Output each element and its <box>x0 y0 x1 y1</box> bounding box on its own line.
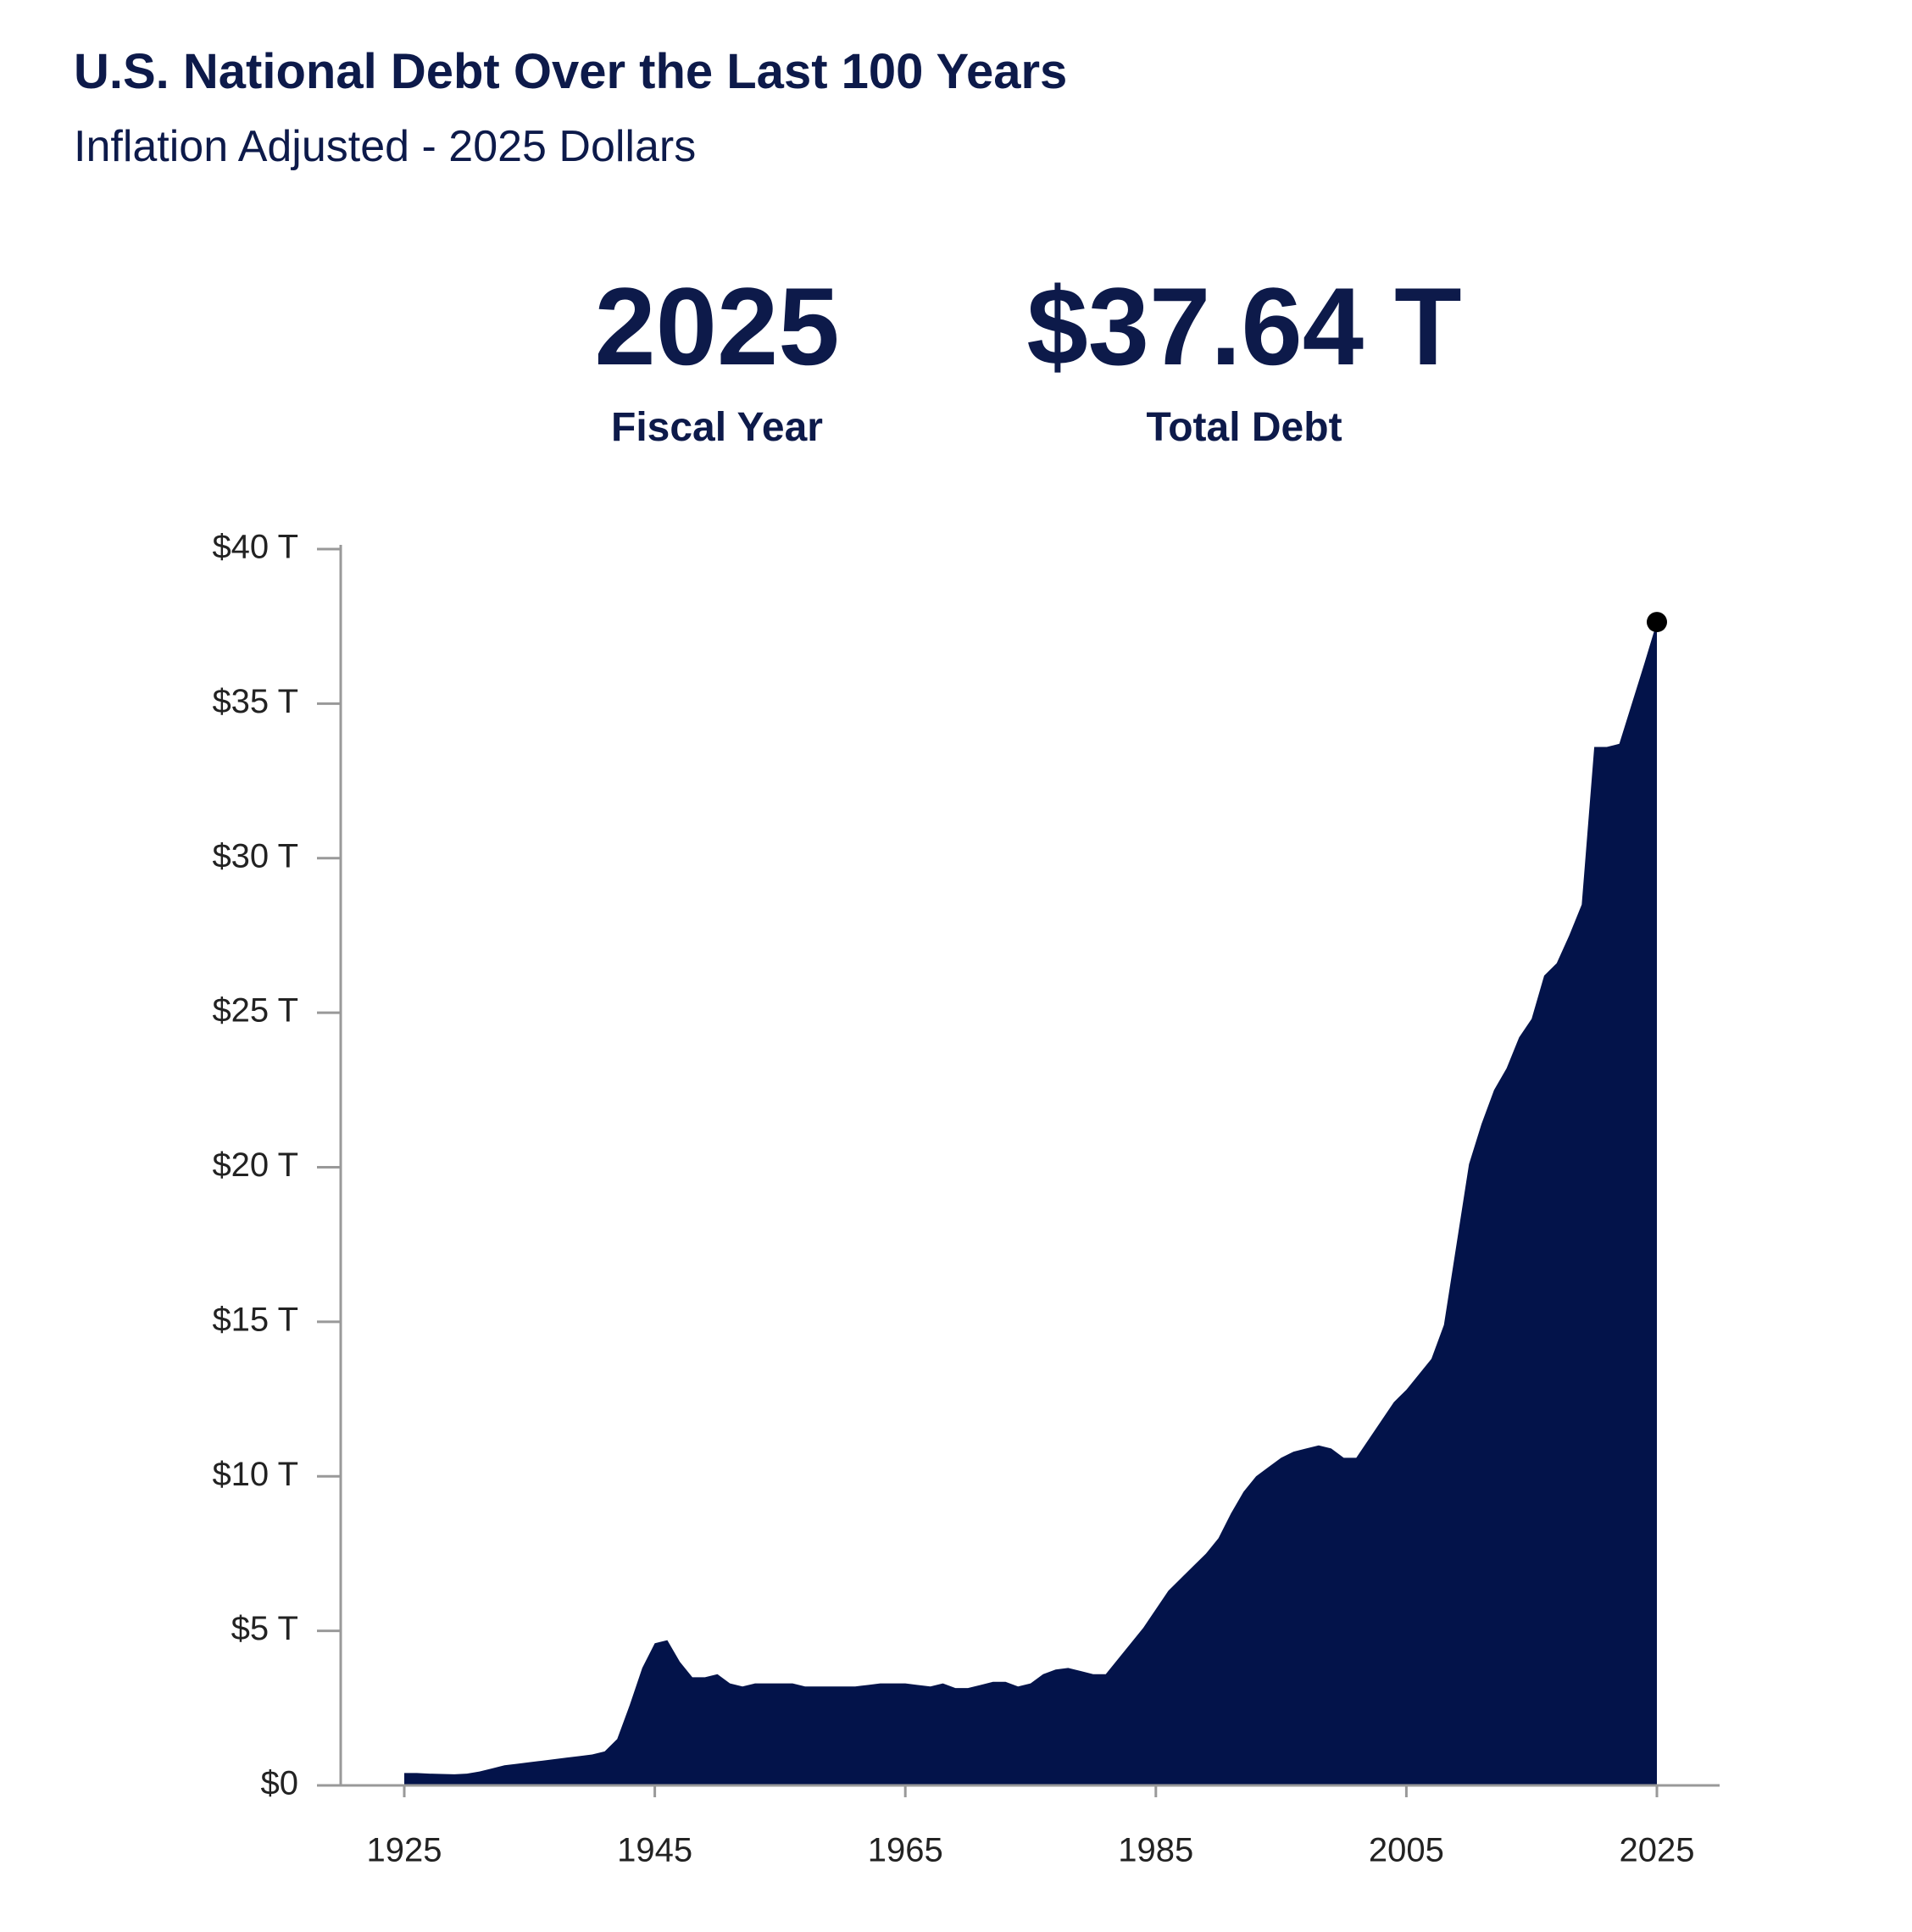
x-tick-label: 2005 <box>1369 1832 1444 1869</box>
y-tick-label: $0 <box>261 1765 299 1802</box>
y-tick-label: $10 T <box>212 1456 298 1493</box>
callout-value-caption: Total Debt <box>1146 405 1342 450</box>
callout-value: $37.64 T <box>1026 264 1461 388</box>
y-tick-label: $15 T <box>212 1301 298 1338</box>
x-tick-label: 1925 <box>367 1832 442 1869</box>
y-tick-label: $25 T <box>212 992 298 1030</box>
chart-title: U.S. National Debt Over the Last 100 Yea… <box>74 44 1067 99</box>
y-tick-label: $30 T <box>212 837 298 874</box>
y-tick-label: $5 T <box>231 1610 298 1647</box>
x-tick-label: 1985 <box>1118 1832 1193 1869</box>
x-tick-label: 1965 <box>868 1832 943 1869</box>
x-tick-label: 1945 <box>617 1832 692 1869</box>
callout-dot <box>1647 612 1667 633</box>
area <box>404 622 1657 1785</box>
y-tick-label: $20 T <box>212 1146 298 1184</box>
callout-year: 2025 <box>594 264 839 388</box>
y-tick-label: $40 T <box>212 529 298 566</box>
y-tick-label: $35 T <box>212 683 298 720</box>
chart-subtitle: Inflation Adjusted - 2025 Dollars <box>74 122 696 171</box>
callout-year-caption: Fiscal Year <box>611 405 823 450</box>
x-tick-label: 2025 <box>1620 1832 1695 1869</box>
